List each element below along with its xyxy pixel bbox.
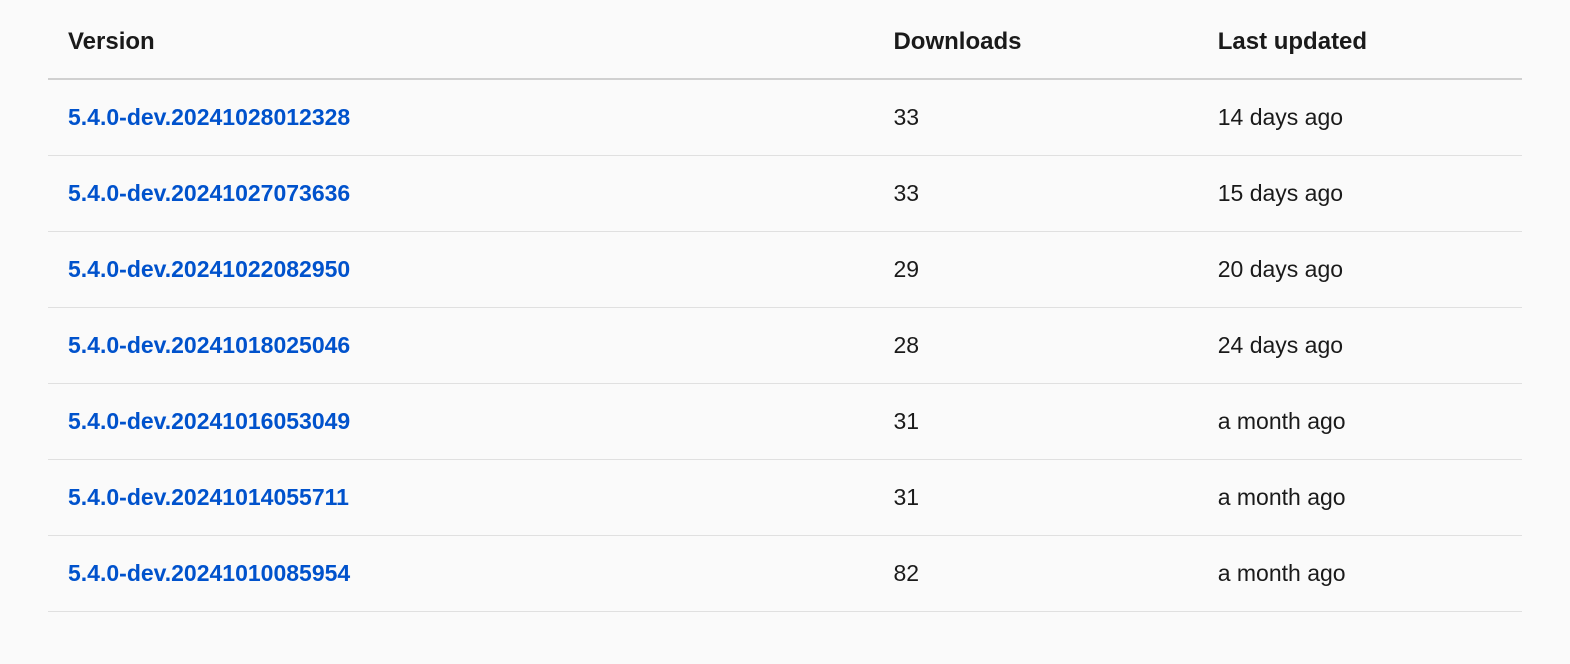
last-updated-cell: 15 days ago	[1198, 156, 1522, 232]
table-body: 5.4.0-dev.20241028012328 33 14 days ago …	[48, 79, 1522, 612]
version-cell: 5.4.0-dev.20241027073636	[48, 156, 873, 232]
table-header-row: Version Downloads Last updated	[48, 0, 1522, 79]
downloads-cell: 31	[873, 460, 1197, 536]
versions-table-container: Version Downloads Last updated 5.4.0-dev…	[0, 0, 1570, 612]
table-row: 5.4.0-dev.20241010085954 82 a month ago	[48, 536, 1522, 612]
version-link[interactable]: 5.4.0-dev.20241014055711	[68, 484, 349, 510]
version-link[interactable]: 5.4.0-dev.20241027073636	[68, 180, 350, 206]
version-link[interactable]: 5.4.0-dev.20241028012328	[68, 104, 350, 130]
table-row: 5.4.0-dev.20241018025046 28 24 days ago	[48, 308, 1522, 384]
version-cell: 5.4.0-dev.20241022082950	[48, 232, 873, 308]
version-cell: 5.4.0-dev.20241028012328	[48, 79, 873, 156]
downloads-cell: 33	[873, 79, 1197, 156]
last-updated-cell: 14 days ago	[1198, 79, 1522, 156]
table-row: 5.4.0-dev.20241016053049 31 a month ago	[48, 384, 1522, 460]
column-header-version: Version	[48, 0, 873, 79]
last-updated-cell: 24 days ago	[1198, 308, 1522, 384]
downloads-cell: 82	[873, 536, 1197, 612]
last-updated-cell: a month ago	[1198, 460, 1522, 536]
last-updated-cell: a month ago	[1198, 536, 1522, 612]
table-row: 5.4.0-dev.20241028012328 33 14 days ago	[48, 79, 1522, 156]
column-header-downloads: Downloads	[873, 0, 1197, 79]
last-updated-cell: a month ago	[1198, 384, 1522, 460]
version-cell: 5.4.0-dev.20241016053049	[48, 384, 873, 460]
column-header-last-updated: Last updated	[1198, 0, 1522, 79]
version-cell: 5.4.0-dev.20241018025046	[48, 308, 873, 384]
versions-table: Version Downloads Last updated 5.4.0-dev…	[48, 0, 1522, 612]
version-cell: 5.4.0-dev.20241010085954	[48, 536, 873, 612]
table-row: 5.4.0-dev.20241014055711 31 a month ago	[48, 460, 1522, 536]
table-row: 5.4.0-dev.20241027073636 33 15 days ago	[48, 156, 1522, 232]
version-link[interactable]: 5.4.0-dev.20241018025046	[68, 332, 350, 358]
downloads-cell: 28	[873, 308, 1197, 384]
last-updated-cell: 20 days ago	[1198, 232, 1522, 308]
downloads-cell: 29	[873, 232, 1197, 308]
downloads-cell: 31	[873, 384, 1197, 460]
version-link[interactable]: 5.4.0-dev.20241010085954	[68, 560, 350, 586]
table-row: 5.4.0-dev.20241022082950 29 20 days ago	[48, 232, 1522, 308]
version-cell: 5.4.0-dev.20241014055711	[48, 460, 873, 536]
version-link[interactable]: 5.4.0-dev.20241022082950	[68, 256, 350, 282]
version-link[interactable]: 5.4.0-dev.20241016053049	[68, 408, 350, 434]
downloads-cell: 33	[873, 156, 1197, 232]
